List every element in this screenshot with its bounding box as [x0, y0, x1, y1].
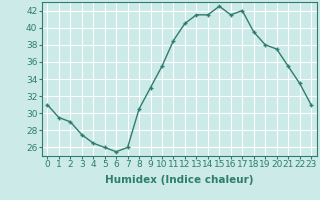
X-axis label: Humidex (Indice chaleur): Humidex (Indice chaleur) [105, 175, 253, 185]
